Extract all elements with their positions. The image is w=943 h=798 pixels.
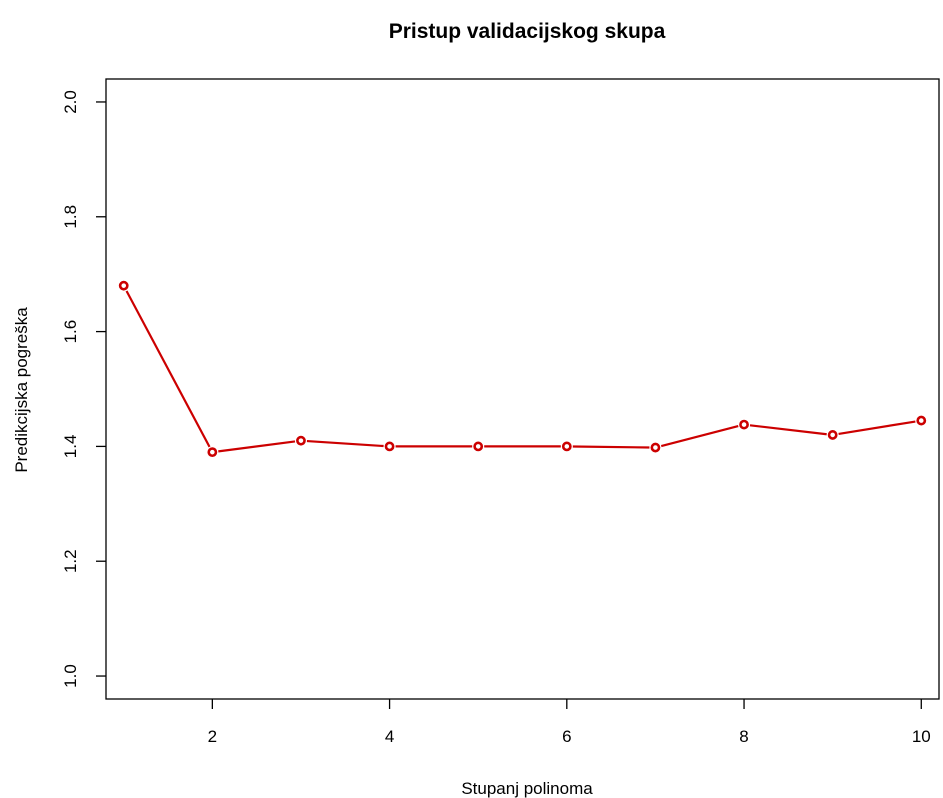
x-tick-label: 8 [739,727,748,746]
x-tick-label: 2 [208,727,217,746]
data-point [296,435,306,446]
y-tick-label: 1.2 [61,549,80,573]
data-point [827,430,838,440]
y-tick-label: 1.8 [61,205,80,229]
data-point [384,441,395,452]
line-segment [660,425,739,448]
line-segment [749,424,827,436]
x-axis: 2 4 6 8 10 [208,699,931,746]
line-segment [218,440,296,453]
x-tick-label: 4 [385,727,394,746]
data-point [739,419,749,430]
x-tick-label: 10 [912,727,931,746]
y-tick-label: 1.4 [61,435,80,459]
y-axis: 1.0 1.2 1.4 1.6 1.8 2.0 [61,90,106,688]
x-axis-label: Stupanj polinoma [461,779,593,798]
chart-title: Pristup validacijskog skupa [389,20,666,43]
line-segment [306,439,384,448]
data-point [561,441,572,452]
data-point [650,442,661,453]
data-point [118,280,129,291]
plot-frame [105,78,940,700]
data-point [473,441,484,452]
line-segment [838,420,916,436]
data-point [916,415,927,426]
y-tick-label: 1.0 [61,664,80,688]
y-tick-label: 2.0 [61,90,80,114]
line-segment [572,445,650,449]
x-tick-label: 6 [562,727,571,746]
y-tick-label: 1.6 [61,320,80,344]
line-segment [125,290,211,448]
y-axis-label: Predikcijska pogreška [12,307,31,473]
data-point [207,447,218,458]
series-layer [118,280,927,458]
